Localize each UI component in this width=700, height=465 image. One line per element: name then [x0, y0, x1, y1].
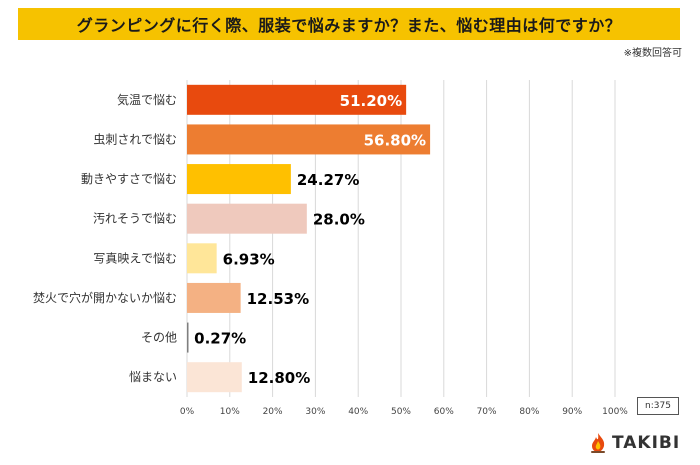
bar [187, 322, 189, 353]
category-label: 動きやすさで悩む [81, 172, 177, 186]
category-label: その他 [141, 331, 177, 345]
bar [187, 282, 241, 313]
x-tick-label: 70% [477, 407, 497, 417]
bar [187, 84, 407, 115]
x-tick-label: 50% [391, 407, 411, 417]
value-label: 24.27% [297, 171, 359, 189]
category-label: 汚れそうで悩む [93, 212, 177, 226]
bar [187, 164, 291, 195]
brand-name: TAKIBI [612, 433, 681, 453]
x-tick-label: 80% [519, 407, 539, 417]
bar [187, 362, 242, 393]
category-label: 虫刺されで悩む [93, 132, 177, 146]
category-label: 悩まない [129, 370, 177, 384]
title-banner: グランピングに行く際、服装で悩みますか？また、悩む理由は何ですか？ [18, 8, 680, 40]
campfire-icon [591, 433, 605, 453]
category-label: 気温で悩む [117, 92, 177, 107]
x-tick-label: 10% [220, 407, 240, 417]
x-tick-label: 30% [305, 407, 325, 417]
x-tick-label: 40% [348, 407, 368, 417]
value-label: 12.53% [247, 290, 309, 308]
bar [187, 243, 217, 274]
x-tick-label: 100% [602, 407, 628, 417]
bar [187, 203, 307, 234]
value-label: 51.20% [340, 92, 402, 110]
multiple-answer-note: ※複数回答可 [623, 48, 682, 59]
x-tick-label: 20% [263, 407, 283, 417]
chart-title: グランピングに行く際、服装で悩みますか？また、悩む理由は何ですか？ [76, 16, 622, 35]
x-tick-label: 60% [434, 407, 454, 417]
bar [187, 124, 431, 155]
value-label: 28.0% [313, 211, 365, 229]
sample-size-box: n:375 [637, 397, 679, 415]
value-label: 56.80% [364, 131, 426, 149]
value-label: 0.27% [194, 330, 246, 348]
brand-logo: TAKIBI [588, 432, 680, 454]
x-tick-label: 0% [180, 407, 195, 417]
value-label: 12.80% [248, 369, 310, 387]
value-label: 6.93% [223, 250, 275, 268]
category-label: 焚火で穴が開かないか悩む [33, 290, 177, 305]
category-label: 写真映えで悩む [93, 251, 177, 265]
x-tick-label: 90% [562, 407, 582, 417]
